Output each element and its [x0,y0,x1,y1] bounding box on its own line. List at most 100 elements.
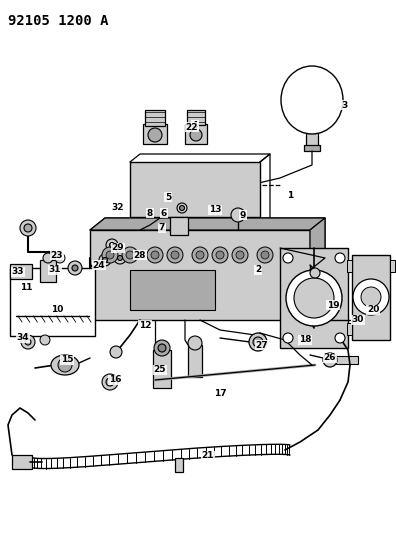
Bar [153,350,171,388]
Bar [347,260,352,272]
Circle shape [231,208,245,222]
Circle shape [40,335,50,345]
Bar [145,110,165,126]
Text: 12: 12 [139,320,151,329]
Bar [187,110,205,125]
Bar [10,264,32,279]
Text: 3: 3 [342,101,348,109]
Text: 22: 22 [186,123,198,132]
Text: 33: 33 [12,268,24,277]
Circle shape [167,247,183,263]
Bar [10,268,95,336]
Text: 29: 29 [112,244,124,253]
Circle shape [283,333,293,343]
Bar [175,458,183,472]
Circle shape [118,255,122,261]
Circle shape [55,253,65,263]
Bar [12,455,32,469]
Circle shape [353,279,389,315]
Circle shape [106,251,114,259]
Bar [304,145,320,151]
Text: 5: 5 [165,192,171,201]
Text: 27: 27 [256,341,268,350]
Text: 16: 16 [109,376,121,384]
Text: 20: 20 [367,305,379,314]
Circle shape [257,247,273,263]
Circle shape [335,333,345,343]
Text: 17: 17 [214,389,226,398]
Bar [40,260,56,282]
Circle shape [177,203,187,213]
Text: 32: 32 [112,203,124,212]
Text: 26: 26 [324,353,336,362]
Polygon shape [310,218,325,320]
Circle shape [147,247,163,263]
Circle shape [122,247,138,263]
Bar [352,255,390,340]
Circle shape [190,129,202,141]
Circle shape [99,254,111,266]
Text: 25: 25 [154,366,166,375]
Circle shape [106,378,114,386]
Circle shape [72,265,78,271]
Circle shape [196,251,204,259]
Bar [185,124,207,144]
Circle shape [216,251,224,259]
Text: 11: 11 [20,284,32,293]
Circle shape [20,220,36,236]
Circle shape [158,344,166,352]
Bar [347,323,352,335]
Bar [336,356,358,364]
Circle shape [236,251,244,259]
Ellipse shape [51,355,79,375]
Text: 1: 1 [287,190,293,199]
Circle shape [154,340,170,356]
Circle shape [24,224,32,232]
Circle shape [171,251,179,259]
Circle shape [361,287,381,307]
Circle shape [286,270,342,326]
Circle shape [323,353,337,367]
Text: 15: 15 [61,356,73,365]
Bar [306,132,318,146]
Text: 8: 8 [147,208,153,217]
Circle shape [106,239,118,251]
Ellipse shape [281,66,343,134]
Circle shape [25,339,31,345]
Circle shape [114,252,126,264]
Text: 18: 18 [299,335,311,344]
Polygon shape [90,218,325,230]
Bar [130,162,260,217]
Bar [90,230,310,320]
Circle shape [43,253,53,263]
Circle shape [253,337,263,347]
Circle shape [102,374,118,390]
Circle shape [102,247,118,263]
Circle shape [103,257,107,262]
Bar [130,270,215,310]
Text: 28: 28 [134,251,146,260]
Text: 21: 21 [202,451,214,461]
Circle shape [110,346,122,358]
Circle shape [212,247,228,263]
Circle shape [68,261,82,275]
Text: 34: 34 [17,334,29,343]
Bar [170,217,188,235]
Text: 31: 31 [49,265,61,274]
Circle shape [148,128,162,142]
Circle shape [283,253,293,263]
Text: 10: 10 [51,305,63,314]
Circle shape [151,251,159,259]
Circle shape [294,278,334,318]
Text: 19: 19 [327,301,339,310]
Circle shape [310,268,320,278]
Bar [143,124,167,144]
Circle shape [188,336,202,350]
Bar [390,260,395,272]
Circle shape [261,251,269,259]
Circle shape [179,206,185,211]
Bar [188,345,202,377]
Text: 13: 13 [209,206,221,214]
Circle shape [110,243,114,247]
Circle shape [249,333,267,351]
